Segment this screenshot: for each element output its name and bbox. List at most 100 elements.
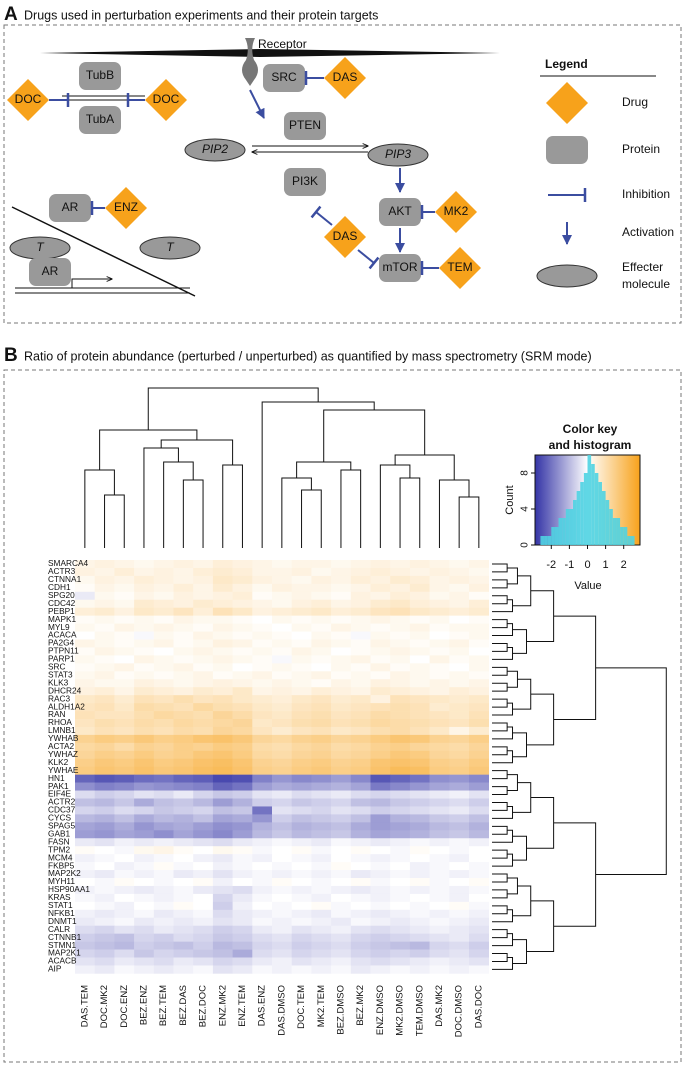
row-label: YWHAZ bbox=[48, 749, 78, 759]
legend-label: Protein bbox=[622, 142, 660, 156]
heatmap-cell bbox=[252, 933, 273, 942]
row-dendrogram bbox=[492, 929, 508, 939]
heatmap-cell bbox=[232, 599, 253, 608]
heatmap-cell bbox=[469, 838, 489, 847]
heatmap-cell bbox=[153, 623, 174, 632]
heatmap-cell bbox=[75, 846, 95, 855]
heatmap-cell bbox=[173, 742, 194, 752]
heatmap-cell bbox=[291, 703, 312, 712]
heatmap-cell bbox=[212, 655, 233, 664]
heatmap-cell bbox=[370, 965, 391, 974]
row-dendrogram bbox=[512, 939, 528, 964]
heatmap-cell bbox=[75, 663, 95, 672]
column-dendrogram bbox=[323, 409, 426, 462]
heatmap-cell bbox=[134, 949, 155, 958]
heatmap-cell bbox=[252, 711, 273, 720]
heatmap-cell bbox=[291, 814, 312, 823]
heatmap-cell bbox=[409, 957, 430, 966]
heatmap-cell bbox=[370, 639, 391, 648]
heatmap-cell bbox=[469, 719, 489, 728]
heatmap-cell bbox=[311, 599, 332, 608]
heatmap-cell bbox=[370, 901, 391, 911]
heatmap-cell bbox=[370, 687, 391, 696]
heatmap-cell bbox=[311, 711, 332, 720]
heatmap-cell bbox=[252, 941, 273, 950]
heatmap-cell bbox=[350, 583, 371, 593]
heatmap-cell bbox=[153, 711, 174, 720]
heatmap-cell bbox=[429, 806, 450, 815]
heatmap-cell bbox=[291, 726, 312, 736]
heatmap-cell bbox=[212, 893, 233, 903]
heatmap-cell bbox=[291, 854, 312, 863]
heatmap-cell bbox=[350, 703, 371, 712]
heatmap-cell bbox=[173, 575, 194, 585]
heatmap-cell bbox=[153, 671, 174, 680]
heatmap-cell bbox=[212, 599, 233, 608]
histogram-bar bbox=[576, 491, 581, 545]
row-dendrogram bbox=[512, 629, 528, 654]
heatmap-cell bbox=[94, 560, 115, 569]
heatmap-cell bbox=[291, 687, 312, 696]
heatmap-cell bbox=[370, 695, 391, 704]
row-label: FKBP5 bbox=[48, 860, 75, 870]
heatmap-cell bbox=[390, 798, 411, 807]
heatmap-cell bbox=[212, 623, 233, 632]
heatmap-cell bbox=[94, 965, 115, 974]
drug-label: TEM bbox=[447, 260, 472, 274]
heatmap-cell bbox=[409, 870, 430, 879]
heatmap-cell bbox=[390, 742, 411, 752]
heatmap-cell bbox=[370, 822, 391, 831]
heatmap-cell bbox=[114, 703, 135, 712]
membrane bbox=[40, 49, 500, 57]
heatmap-cell bbox=[252, 742, 273, 752]
heatmap-cell bbox=[311, 901, 332, 911]
row-label: HN1 bbox=[48, 773, 65, 783]
heatmap-cell bbox=[114, 814, 135, 823]
heatmap-cell bbox=[350, 814, 371, 823]
heatmap-cell bbox=[370, 814, 391, 823]
heatmap-cell bbox=[429, 639, 450, 648]
heatmap-cell bbox=[114, 599, 135, 608]
x-tick-label: 2 bbox=[621, 559, 627, 571]
row-dendrogram bbox=[492, 770, 508, 780]
heatmap-cell bbox=[94, 750, 115, 760]
heatmap-cell bbox=[114, 623, 135, 632]
heatmap-cell bbox=[252, 862, 273, 871]
heatmap-cell bbox=[94, 949, 115, 958]
heatmap-cell bbox=[153, 703, 174, 712]
inhibition-bar bbox=[368, 256, 380, 270]
histogram-bar bbox=[558, 518, 563, 545]
heatmap-cell bbox=[114, 575, 135, 585]
heatmap-cell bbox=[350, 599, 371, 608]
heatmap-cell bbox=[193, 639, 214, 648]
heatmap-cell bbox=[469, 734, 489, 744]
heatmap-cell bbox=[272, 790, 292, 799]
heatmap-cell bbox=[311, 782, 332, 791]
heatmap-cell bbox=[469, 806, 489, 815]
legend-label: Activation bbox=[622, 225, 674, 239]
heatmap-cell bbox=[331, 575, 352, 585]
heatmap-cell bbox=[94, 575, 115, 585]
heatmap-cell bbox=[173, 607, 194, 616]
heatmap-cell bbox=[232, 671, 253, 680]
heatmap-cell bbox=[212, 870, 233, 879]
heatmap-cell bbox=[114, 830, 135, 839]
heatmap-cell bbox=[212, 830, 233, 839]
heatmap-cell bbox=[193, 615, 214, 624]
heatmap-cell bbox=[252, 798, 273, 807]
heatmap-cell bbox=[212, 639, 233, 648]
histogram-bar bbox=[569, 509, 574, 545]
heatmap-cell bbox=[370, 607, 391, 616]
heatmap-cell bbox=[232, 734, 253, 744]
heatmap-cell bbox=[173, 854, 194, 863]
heatmap-cell bbox=[193, 790, 214, 799]
heatmap-cell bbox=[272, 957, 292, 966]
heatmap-cell bbox=[370, 663, 391, 672]
heatmap-cell bbox=[232, 909, 253, 919]
heatmap-cell bbox=[252, 726, 273, 736]
heatmap-cell bbox=[331, 639, 352, 648]
heatmap-cell bbox=[252, 647, 273, 656]
heatmap-cell bbox=[311, 560, 332, 569]
molecule bbox=[536, 264, 598, 288]
heatmap-cell bbox=[390, 766, 411, 775]
